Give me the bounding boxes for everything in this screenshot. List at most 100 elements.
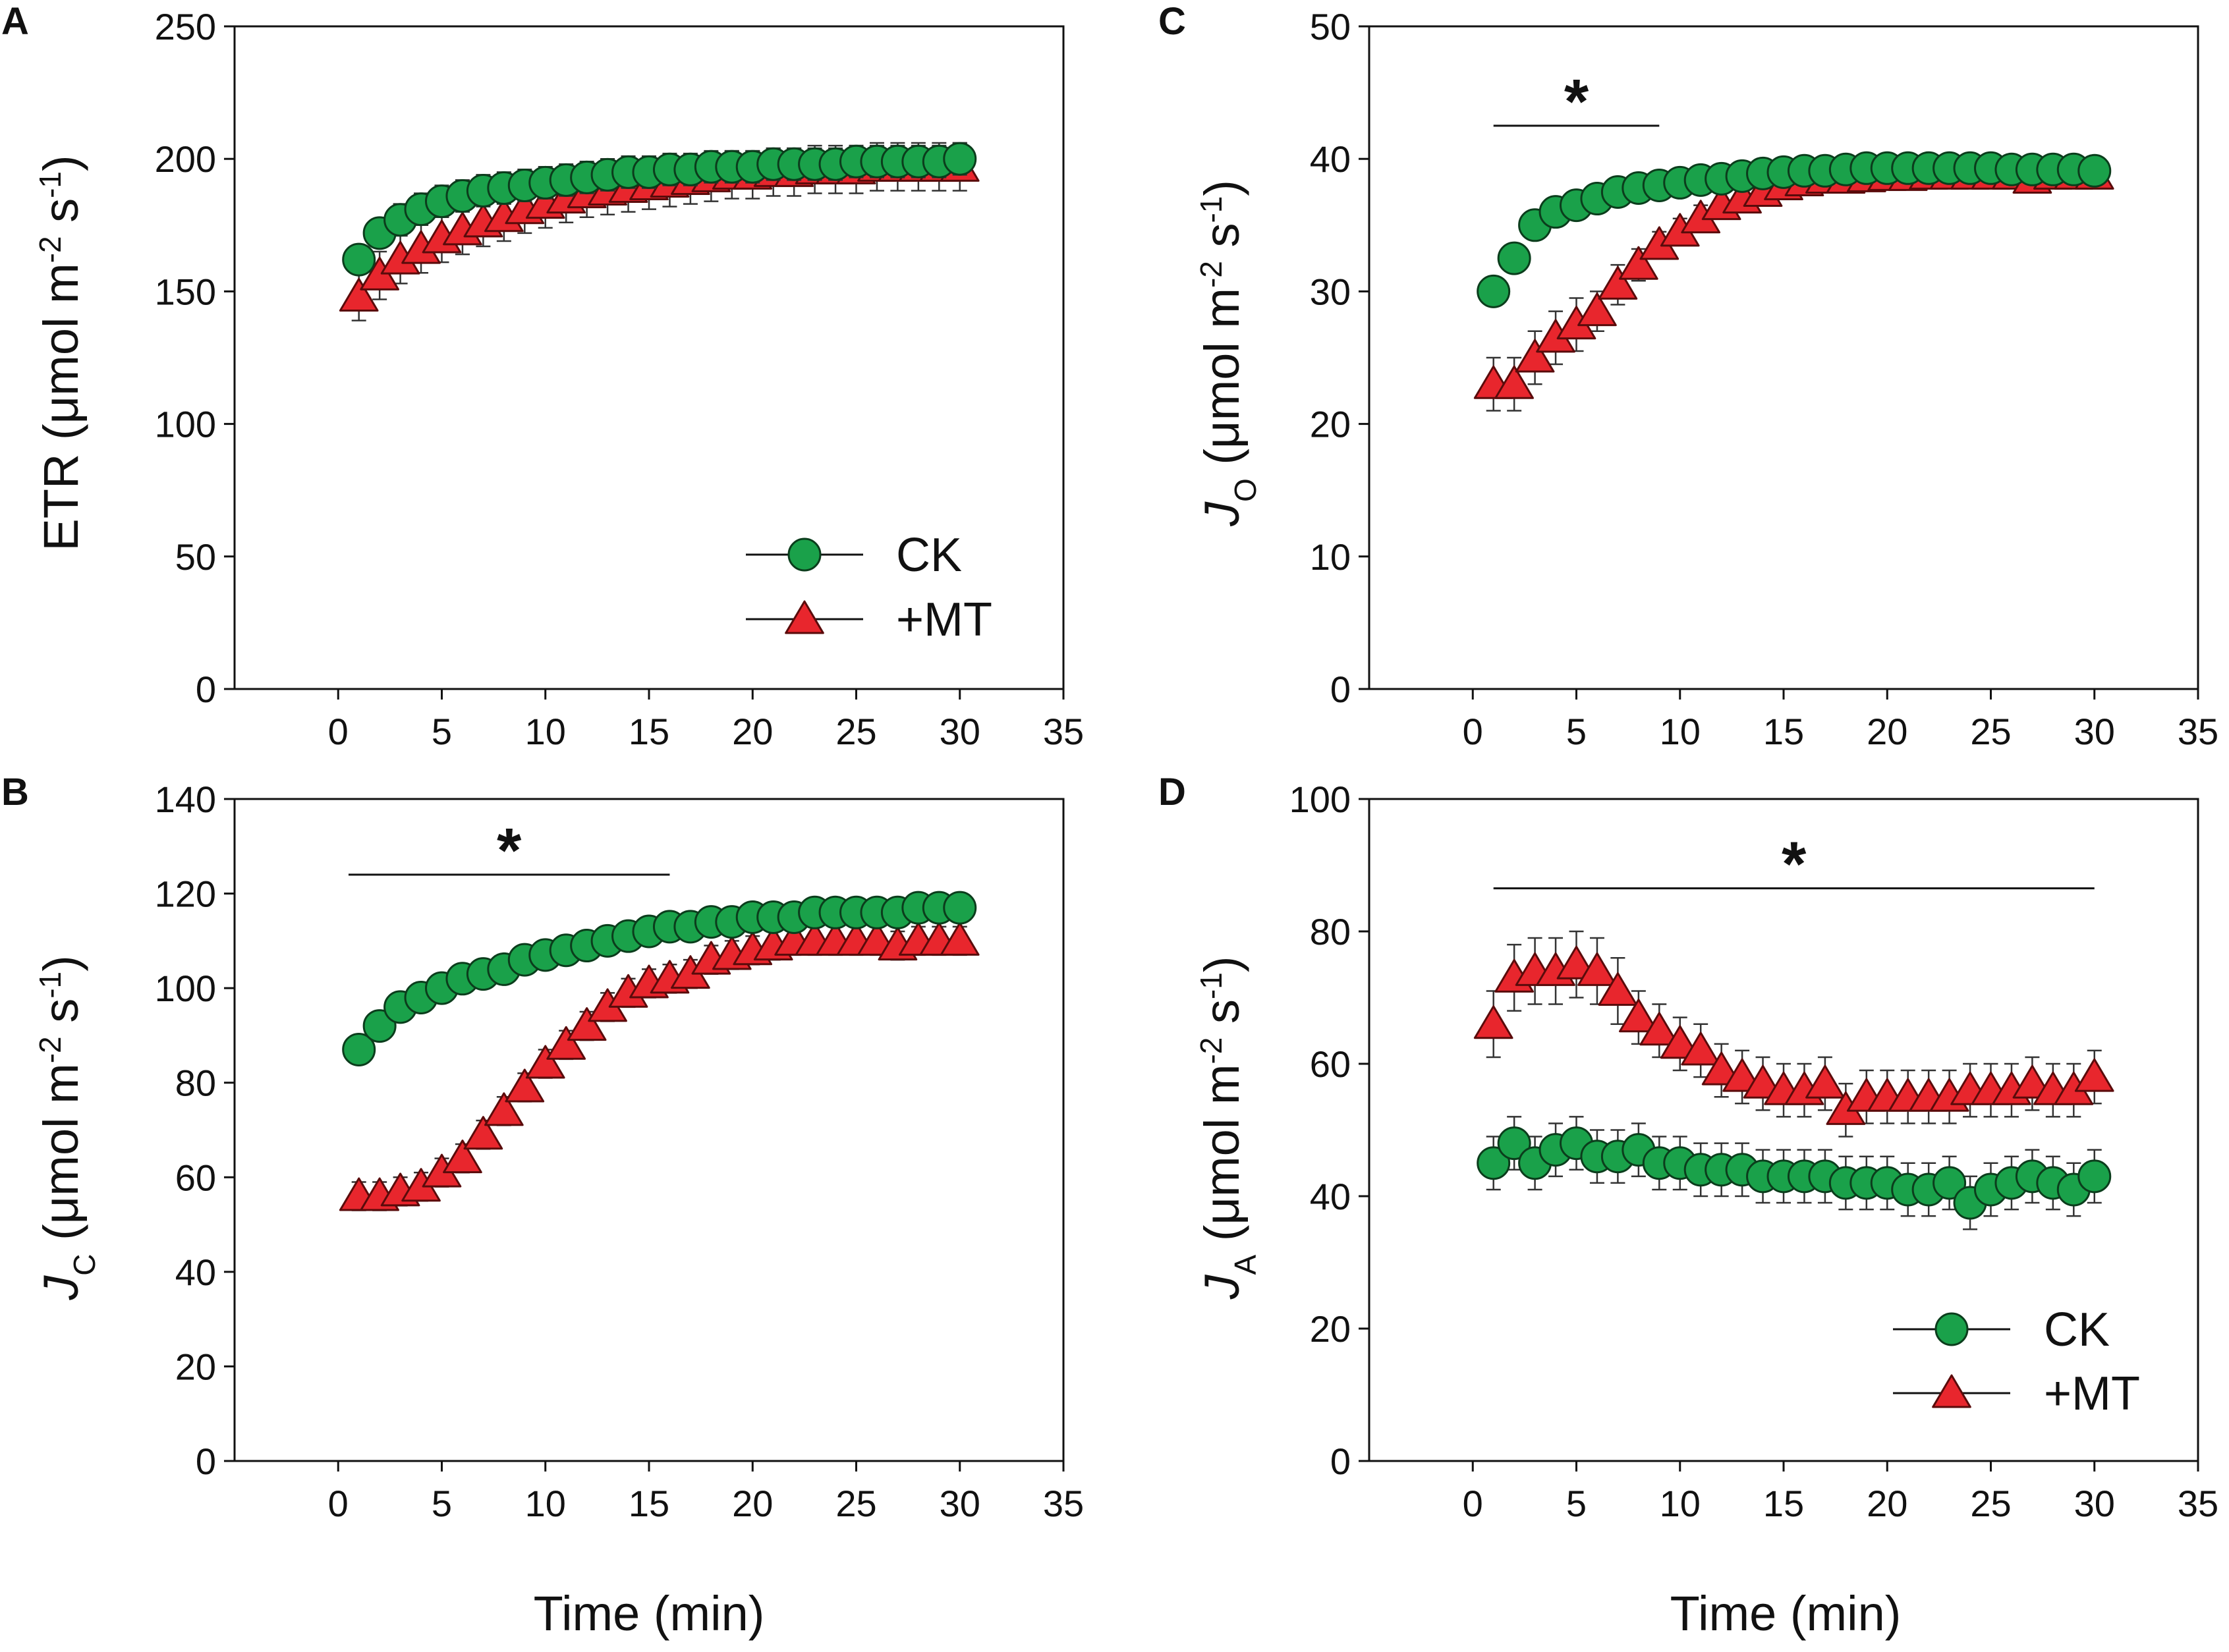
panel-b-ck-point xyxy=(342,1032,376,1066)
panel-b-mt-point xyxy=(940,922,980,956)
panel-b-mt-point xyxy=(484,1092,524,1126)
panel-b-y-tick-label: 20 xyxy=(175,1346,216,1387)
legend-ck-marker-icon xyxy=(787,537,822,572)
panel-label-d: D xyxy=(1158,771,1186,813)
panel-c-y-tick-label: 0 xyxy=(1330,669,1351,710)
panel-d-x-tick-label: 5 xyxy=(1566,1483,1587,1524)
panel-c-mt-point xyxy=(1515,339,1555,373)
panel-d-ck-point xyxy=(1497,1126,1531,1161)
panel-d-mt-point xyxy=(1473,1005,1513,1039)
panel-a-x-tick-label: 10 xyxy=(525,711,566,752)
panel-b-y-tick-label: 40 xyxy=(175,1252,216,1293)
panel-c-mt-point xyxy=(1494,365,1534,399)
panel-a-plot-frame xyxy=(233,25,1065,690)
panel-a-mt-point xyxy=(339,277,379,312)
panel-b-x-tick-label: 10 xyxy=(525,1483,566,1524)
panel-c-x-tick-label: 15 xyxy=(1763,711,1804,752)
panel-d-x-tick-label: 0 xyxy=(1463,1483,1483,1524)
panel-label-a: A xyxy=(1,0,29,43)
panel-c-significance-star: * xyxy=(1564,67,1589,137)
panel-a-y-tick-label: 150 xyxy=(155,271,216,312)
panel-c-mt-point xyxy=(1577,292,1617,327)
panel-d-mt-point xyxy=(1681,1032,1721,1066)
panel-d-x-tick-label: 10 xyxy=(1660,1483,1701,1524)
panel-b-series-mt xyxy=(339,922,980,1211)
panel-c-x-tick-label: 20 xyxy=(1867,711,1907,752)
panel-b-y-tick-label: 0 xyxy=(196,1441,216,1482)
legend-label-mt: +MT xyxy=(2044,1367,2140,1420)
panel-c-y-tick-label: 10 xyxy=(1310,536,1351,578)
panel-d-y-tick-label: 80 xyxy=(1310,911,1351,952)
panel-d-series-ck xyxy=(1477,1116,2112,1230)
panel-b-mt-point xyxy=(546,1026,586,1060)
panel-b: B JC (μmol m-2 s-1) 0 20 40 60 80 100 120 140 0 5… xyxy=(1,771,1084,1524)
panel-a-x-tick-label: 30 xyxy=(940,711,980,752)
panel-a-y-tick-label: 0 xyxy=(196,669,216,710)
panel-b-y-tick-label: 140 xyxy=(155,779,216,820)
panel-d-mt-point xyxy=(1577,952,1617,986)
panel-a-y-tick-label: 250 xyxy=(155,6,216,47)
panel-d-y-tick-label: 0 xyxy=(1330,1441,1351,1482)
panel-a-ck-point xyxy=(943,142,977,176)
panel-c-ck-point xyxy=(1477,274,1511,308)
legend-ck-marker-icon xyxy=(1934,1312,1969,1346)
panel-b-x-tick-label: 20 xyxy=(732,1483,773,1524)
panel-b-plot: 0 20 40 60 80 100 120 140 0 5 10 15 20 25 30 35 * xyxy=(155,779,1085,1524)
panel-a-x-tick-label: 25 xyxy=(835,711,876,752)
panel-c-y-axis-title: JO (μmol m-2 s-1) xyxy=(1194,180,1262,527)
panel-c-x-tick-label: 0 xyxy=(1463,711,1483,752)
panel-c: C JO (μmol m-2 s-1) 0 10 20 30 40 50 0 5 10 15 20 2… xyxy=(1158,0,2218,752)
panel-d-series-mt xyxy=(1473,930,2114,1138)
panel-d-y-tick-label: 20 xyxy=(1310,1308,1351,1350)
panel-d-mt-point xyxy=(1660,1025,1700,1059)
panel-label-b: B xyxy=(1,771,29,813)
panel-b-mt-point xyxy=(567,1007,607,1041)
panel-d-x-tick-label: 15 xyxy=(1763,1483,1804,1524)
legend-label-ck: CK xyxy=(896,529,962,582)
panel-b-significance-star: * xyxy=(497,815,522,886)
panel-d-plot: 0 20 40 60 80 100 0 5 10 15 20 25 30 35 * CK +MT xyxy=(1289,779,2219,1524)
panel-c-x-tick-label: 10 xyxy=(1660,711,1701,752)
panel-d-mt-point xyxy=(1805,1064,1845,1099)
panel-a: A ETR (μmol m-2 s-1) 0 50 100 150 200 250 0 5 10… xyxy=(1,0,1084,752)
panel-c-y-tick-label: 20 xyxy=(1310,404,1351,445)
panel-d-mt-point xyxy=(1619,999,1658,1033)
panel-a-x-tick-label: 35 xyxy=(1043,711,1084,752)
panel-a-y-tick-label: 200 xyxy=(155,138,216,180)
panel-d-mt-point xyxy=(1701,1051,1741,1086)
panel-b-mt-point xyxy=(525,1045,565,1079)
panel-b-y-tick-label: 60 xyxy=(175,1157,216,1198)
panel-d-mt-point xyxy=(2074,1058,2114,1092)
panel-a-x-tick-label: 0 xyxy=(328,711,349,752)
panel-d-mt-point xyxy=(1639,1012,1679,1046)
panel-c-plot: 0 10 20 30 40 50 0 5 10 15 20 25 30 35 * xyxy=(1310,6,2218,752)
panel-d: D JA (μmol m-2 s-1) 0 20 40 60 80 100 0 5 10 15 20… xyxy=(1158,771,2218,1524)
svg-text:JA (μmol m-2 s-1): JA (μmol m-2 s-1) xyxy=(1194,956,1262,1300)
panel-a-x-tick-label: 5 xyxy=(432,711,452,752)
panel-d-y-tick-label: 40 xyxy=(1310,1176,1351,1217)
panel-a-series-ck xyxy=(342,142,977,277)
panel-a-x-tick-label: 15 xyxy=(629,711,669,752)
panel-b-y-tick-label: 100 xyxy=(155,968,216,1009)
panel-d-mt-point xyxy=(1722,1058,1762,1092)
x-axis-title-left: Time (min) xyxy=(534,1586,765,1641)
panel-d-y-tick-label: 60 xyxy=(1310,1043,1351,1085)
panel-d-mt-point xyxy=(1556,945,1596,979)
panel-b-x-tick-label: 35 xyxy=(1043,1483,1084,1524)
panel-b-x-tick-label: 25 xyxy=(835,1483,876,1524)
panel-d-y-axis-title: JA (μmol m-2 s-1) xyxy=(1194,956,1262,1300)
panel-c-y-tick-label: 40 xyxy=(1310,138,1351,180)
panel-b-x-tick-label: 15 xyxy=(629,1483,669,1524)
panel-c-x-tick-label: 25 xyxy=(1970,711,2011,752)
panel-a-ck-point xyxy=(342,242,376,277)
panel-b-x-tick-label: 30 xyxy=(940,1483,980,1524)
panel-b-y-tick-label: 80 xyxy=(175,1062,216,1104)
panel-a-plot: 0 50 100 150 200 250 0 5 10 15 20 25 30 35 CK +MT xyxy=(155,6,1085,752)
panel-label-c: C xyxy=(1158,0,1186,43)
panel-d-y-tick-label: 100 xyxy=(1289,779,1351,820)
panel-c-y-tick-label: 30 xyxy=(1310,271,1351,312)
legend-mt-marker-icon xyxy=(785,600,824,634)
panel-d-ck-point xyxy=(2077,1159,2112,1194)
panel-b-mt-point xyxy=(463,1116,503,1150)
